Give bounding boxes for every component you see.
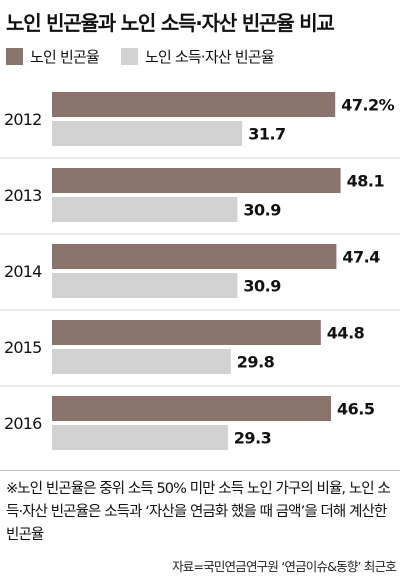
divider [0, 470, 400, 471]
legend-swatch-series1 [6, 47, 23, 65]
category-label-2013: 2013 [4, 186, 42, 205]
data-label-s2-2013: 30.9 [243, 201, 281, 220]
category-label-2012: 2012 [4, 110, 42, 129]
chart-title: 노인 빈곤율과 노인 소득·자산 빈곤율 비교 [6, 11, 335, 35]
bar-s2-2013 [52, 197, 238, 222]
legend-swatch-series2 [120, 47, 138, 65]
bar-s2-2014 [52, 273, 238, 298]
data-label-s2-2014: 30.9 [243, 277, 281, 296]
bar-chart: 2012 47.2% 31.7 2013 48.1 30.9 2014 47.4 30.9 201… [0, 92, 400, 450]
footnote: ※노인 빈곤율은 중위 소득 50% 미만 소득 노인 가구의 비율, 노인 소… [6, 481, 391, 543]
legend-label-series2: 노인 소득·자산 빈곤율 [144, 47, 275, 66]
bar-s1-2016 [52, 396, 331, 421]
bar-s1-2013 [52, 168, 341, 193]
bar-s1-2014 [52, 244, 337, 269]
bar-s2-2015 [52, 349, 231, 374]
data-label-s2-2015: 29.8 [237, 353, 275, 372]
data-label-s1-2016: 46.5 [337, 400, 375, 419]
data-label-s2-2012: 31.7 [248, 125, 285, 144]
data-label-s2-2016: 29.3 [234, 429, 271, 448]
bar-s2-2012 [52, 121, 243, 146]
bar-s1-2015 [52, 320, 321, 345]
legend-item-series1: 노인 빈곤율 [6, 46, 100, 67]
data-label-s1-2015: 44.8 [327, 324, 365, 343]
data-label-s1-2012: 47.2% [341, 96, 394, 115]
data-label-s1-2014: 47.4 [342, 248, 380, 267]
category-label-2016: 2016 [4, 414, 42, 433]
data-label-s1-2013: 48.1 [347, 172, 385, 191]
legend-item-series2: 노인 소득·자산 빈곤율 [120, 46, 275, 67]
category-label-2014: 2014 [4, 262, 42, 281]
bar-s1-2012 [52, 92, 336, 117]
bar-s2-2016 [52, 425, 228, 450]
legend-label-series1: 노인 빈곤율 [30, 47, 100, 66]
source-credit: 자료=국민연금연구원 ‘연금이슈&동향’ 최근호 [172, 559, 397, 574]
legend: 노인 빈곤율 노인 소득·자산 빈곤율 [6, 46, 296, 66]
category-label-2015: 2015 [4, 338, 42, 357]
